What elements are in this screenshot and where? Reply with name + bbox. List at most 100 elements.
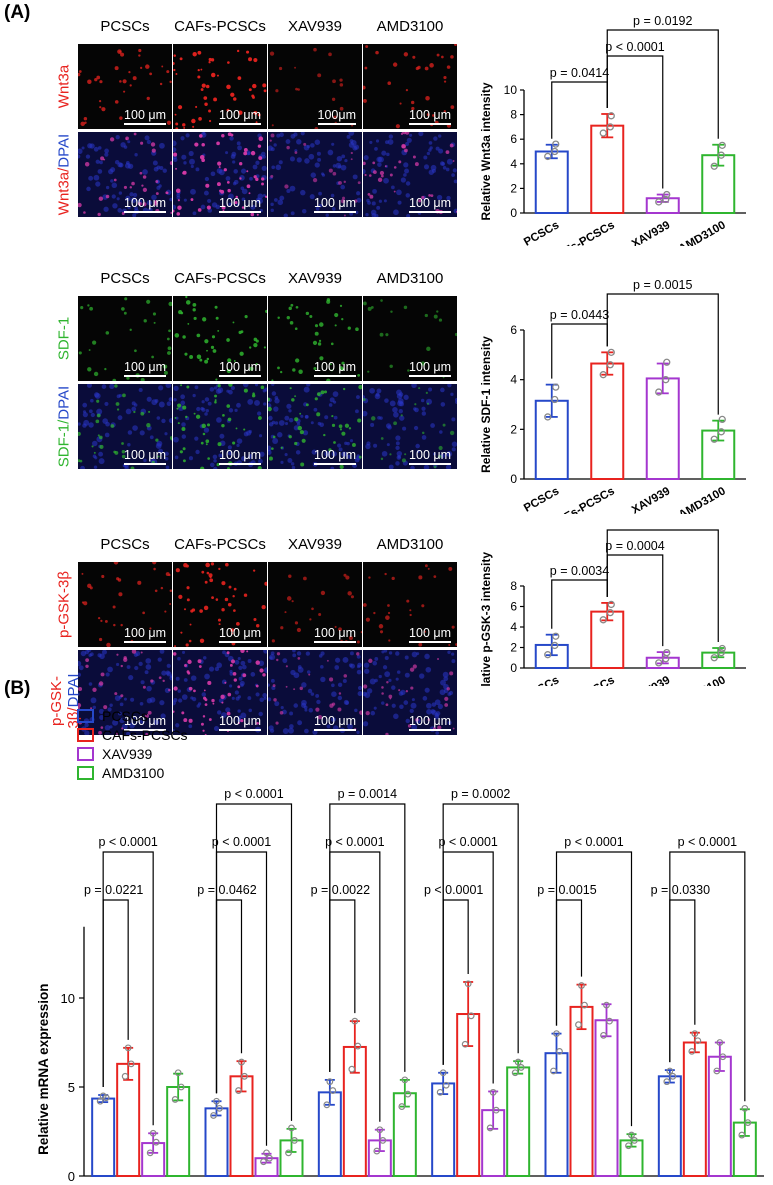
data-point [625,1142,632,1150]
bar [590,124,625,214]
bar [594,1019,619,1177]
scale-bar-line [219,641,261,643]
data-point [171,1096,179,1103]
scale-bar-line [314,375,356,377]
scale-bar-line [314,641,356,643]
cell-dots [363,384,457,469]
p-value-label: p < 0.0001 [564,835,623,849]
scale-bar-label: 100 μm [124,714,166,728]
sdf1-intensity-chart: 0 2 4 6 Relative SDF-1 intensity PCSCsCAFs-PC… [479,278,746,514]
p-value-label: p = 0.0022 [311,883,370,897]
column-label: CAFs-PCSCs [174,536,266,553]
data-point [607,112,615,120]
data-point [467,1012,475,1020]
y-axis-label: Relative mRNA expression [36,984,51,1155]
scale-bar: 100 μm [219,196,261,213]
x-tick-label: AMD3100 [677,674,728,686]
data-point [628,1131,635,1139]
legend-swatch [77,766,94,780]
bar [569,1005,594,1177]
data-point [556,1048,563,1055]
scale-bar-line [219,463,261,465]
data-point [688,1048,696,1055]
p-value-label: p < 0.0001 [212,835,271,849]
cell-dots [271,298,361,381]
merge-image: 100 μm [363,384,457,469]
scale-bar-label: 100 μm [409,448,451,462]
legend-swatch [77,747,94,761]
cell-dots [173,49,267,129]
significance-bracket [442,803,519,1065]
scale-bar: 100 μm [219,360,261,377]
data-point [213,1097,220,1105]
scale-bar: 100 μm [314,714,356,731]
scale-bar: 100 μm [409,714,451,731]
legend-label: PCSCs [102,708,148,724]
data-point [552,140,560,148]
merge-prefix: Wnt3a/ [55,167,73,216]
bar [682,1041,707,1177]
significance-bracket [551,81,608,139]
data-point [717,648,725,657]
data-point [662,195,670,204]
significance-bracket [606,554,664,647]
y-tick-label: 0 [510,206,517,220]
legend-label: AMD3100 [102,765,164,781]
stain-image: 100 μm [173,296,267,381]
data-point [663,190,671,199]
scale-bar-label: 100 μm [409,108,451,122]
y-axis-label: Relative Wnt3a intensity [479,82,493,220]
scale-bar-label: 100 μm [409,626,451,640]
p-value-label: p = 0.0414 [550,66,609,80]
data-point [606,123,614,131]
scale-bar-line [219,375,261,377]
data-point [439,1069,447,1077]
p-value-label: p < 0.0001 [325,835,384,849]
merge-image: 100 μm [173,650,267,735]
y-tick-label: 6 [510,132,517,146]
data-point [655,659,663,667]
stain-image: 100 μm [363,562,457,647]
data-point [552,383,560,391]
data-point [149,1129,157,1137]
scale-bar: 100 μm [124,714,166,731]
scale-bar-label: 100 μm [409,196,451,210]
data-point [666,1067,674,1075]
data-point [744,1119,752,1127]
data-point [606,1017,613,1025]
data-point [716,1039,724,1046]
scale-bar-line [409,211,451,213]
significance-bracket [606,529,719,643]
significance-bracket [215,899,243,1094]
scale-bar-line [124,123,166,125]
data-point [663,648,671,657]
data-point [235,1087,242,1094]
data-point [127,1060,135,1068]
scale-bar-label: 100 μm [314,360,356,374]
data-point [121,1072,129,1080]
scale-bar-line [314,211,356,213]
scale-bar-line [409,375,451,377]
cell-dots [173,650,267,735]
x-tick-label: AMD3100 [677,485,728,514]
scale-bar: 100 μm [219,714,261,731]
scale-bar-label: 100 μm [219,714,261,728]
scale-bar-line [219,211,261,213]
data-point [663,358,671,366]
bar [657,1075,682,1178]
column-label: XAV939 [288,18,342,35]
significance-bracket [551,323,608,379]
data-point [694,1037,702,1045]
x-tick-label: AMD3100 [677,219,728,246]
column-label: XAV939 [288,270,342,287]
data-point [146,1149,154,1157]
scale-bar-line [317,123,356,125]
data-point [655,388,663,396]
legend-swatch [77,728,94,742]
x-tick-label: XAV939 [630,219,672,246]
scale-bar-line [219,123,261,125]
wnt3a-intensity-chart: 0 2 4 6 8 10 Relative Wnt3a intensity PCSCsCAFs… [479,16,746,246]
scale-bar-label: 100 μm [409,360,451,374]
p-value-label: p < 0.0001 [605,40,664,54]
